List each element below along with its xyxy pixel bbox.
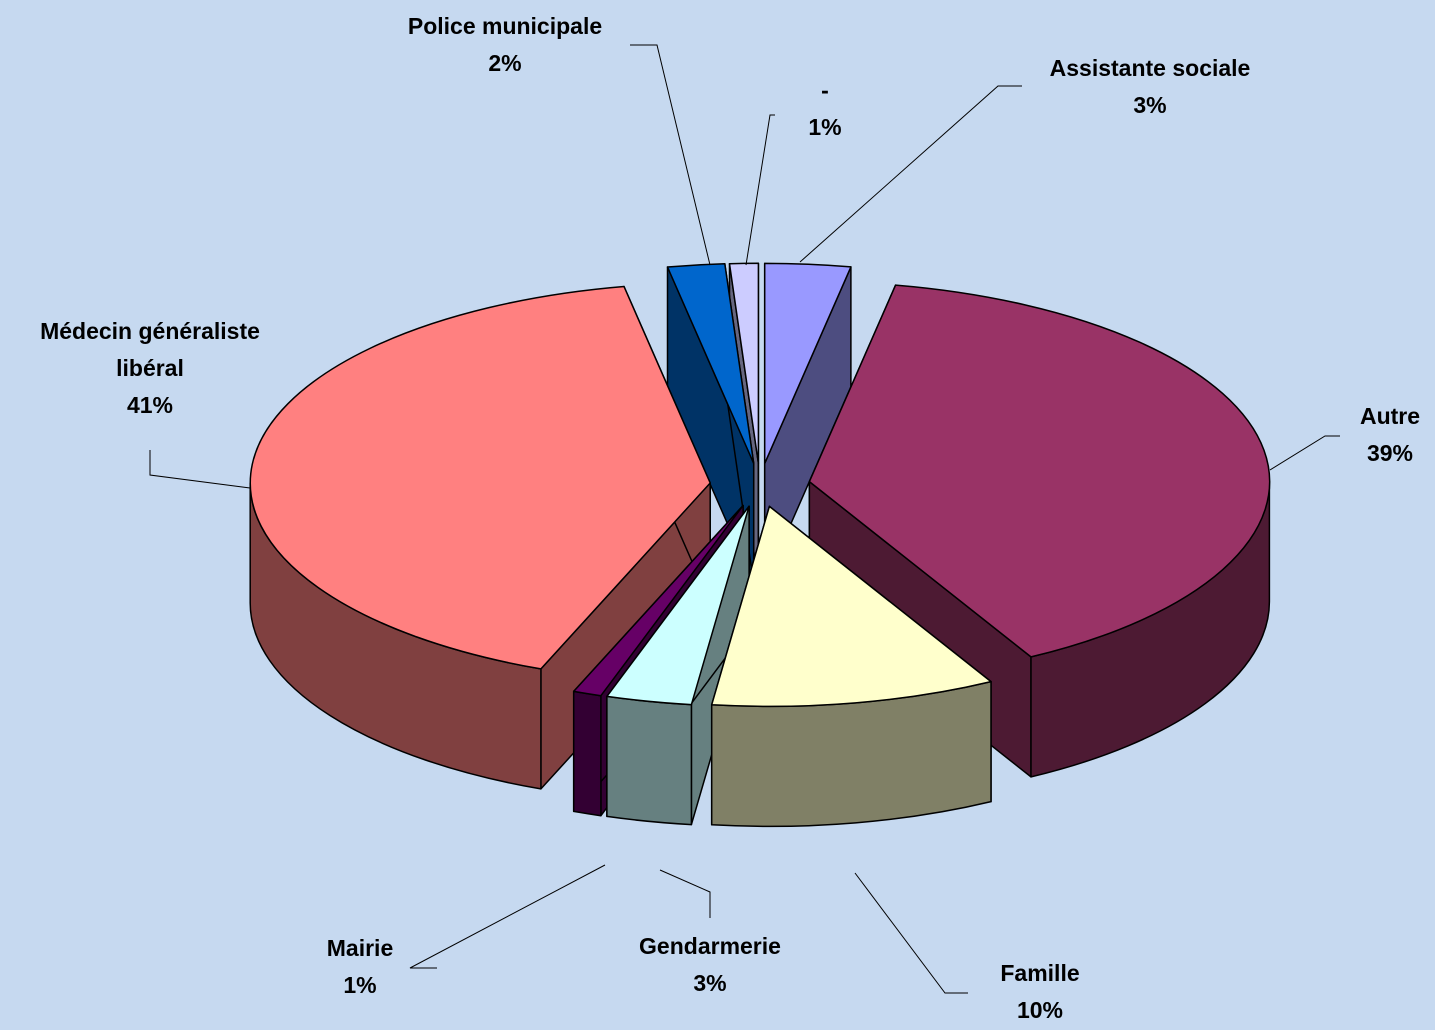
leader-line xyxy=(409,864,606,969)
category-label: Police municipale xyxy=(407,13,603,39)
category-label: Assistante sociale xyxy=(1049,55,1251,81)
slice-label: Famille 10% xyxy=(1000,955,1079,1029)
leader-line xyxy=(149,450,251,489)
category-label: Famille xyxy=(1000,960,1080,986)
value-label: 1% xyxy=(808,114,842,140)
leader-line xyxy=(799,85,1022,263)
leader-line xyxy=(854,872,968,994)
leader-line xyxy=(1269,435,1340,471)
slice xyxy=(808,284,1271,658)
slice-label: Gendarmerie 3% xyxy=(639,928,781,1002)
category-label: Médecin généraliste libéral xyxy=(40,318,260,381)
value-label: 10% xyxy=(1016,997,1064,1023)
value-label: 39% xyxy=(1366,440,1414,466)
slice xyxy=(763,262,852,465)
category-label: Gendarmerie xyxy=(639,933,781,959)
value-label: 3% xyxy=(1133,92,1167,118)
leader-line xyxy=(659,869,711,918)
slice-label: - 1% xyxy=(808,72,841,146)
slice-label: Médecin généraliste libéral 41% xyxy=(5,313,295,424)
slice-label: Mairie 1% xyxy=(327,930,393,1004)
slice-side xyxy=(572,690,602,817)
value-label: 41% xyxy=(126,392,174,418)
leader-line xyxy=(630,44,711,266)
slice xyxy=(249,285,711,670)
slice-side xyxy=(606,695,693,826)
value-label: 3% xyxy=(693,970,727,996)
value-label: 1% xyxy=(343,972,377,998)
slice-label: Assistante sociale 3% xyxy=(1050,50,1251,124)
slice xyxy=(728,262,760,465)
slice-label: Autre 39% xyxy=(1360,398,1420,472)
slice-label: Police municipale 2% xyxy=(408,8,602,82)
slice xyxy=(710,505,992,708)
slice xyxy=(606,505,750,706)
slice xyxy=(572,504,744,697)
category-label: Autre xyxy=(1359,403,1421,429)
category-label: - xyxy=(821,77,829,103)
slice xyxy=(666,263,755,465)
value-label: 2% xyxy=(488,50,522,76)
leader-line xyxy=(745,114,775,266)
category-label: Mairie xyxy=(326,935,394,961)
